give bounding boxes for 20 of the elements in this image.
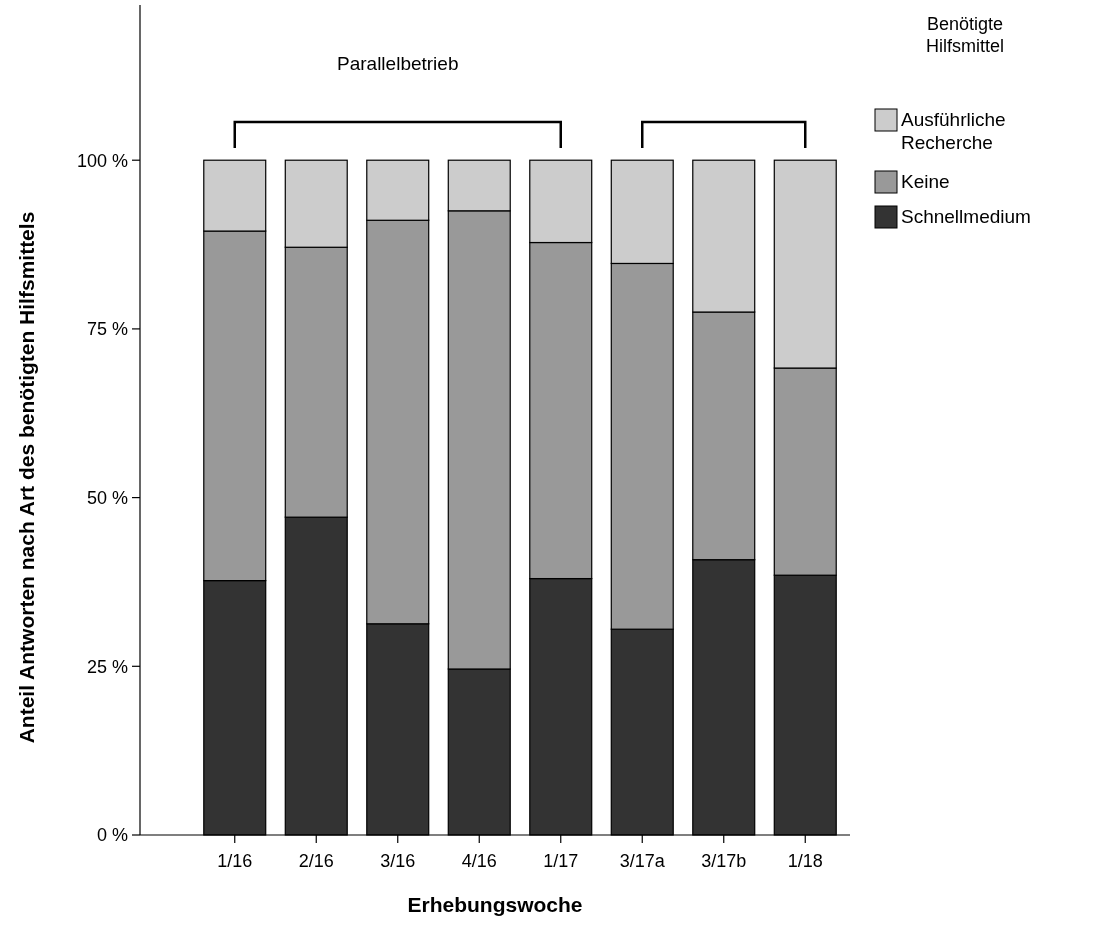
- x-tick-label: 3/16: [380, 851, 416, 871]
- legend-label: Schnellmedium: [901, 206, 1031, 227]
- y-tick-label: 25 %: [86, 656, 128, 677]
- y-axis-title: Anteil Antworten nach Art des benötigten Hilfsmittels: [15, 211, 38, 744]
- annotation: Parallelbetrieb: [337, 53, 459, 74]
- y-tick-label: 0 %: [96, 825, 128, 846]
- legend-label: Keine: [901, 171, 950, 192]
- x-tick-label: 4/16: [461, 851, 497, 871]
- x-tick-label: 1/17: [543, 851, 579, 871]
- x-tick-label: 3/17b: [701, 851, 747, 871]
- legend-title: Benötigte Hilfsmittel: [925, 14, 1005, 56]
- y-tick-label: 75 %: [86, 319, 128, 340]
- legend-label: Ausführliche Recherche: [901, 109, 1006, 153]
- x-tick-label: 3/17a: [619, 851, 666, 871]
- y-tick-label: 50 %: [86, 487, 128, 508]
- x-tick-label: 1/16: [217, 851, 253, 871]
- x-tick-label: 1/18: [787, 851, 823, 871]
- x-tick-label: 2/16: [298, 851, 334, 871]
- y-tick-label: 100 %: [76, 150, 128, 171]
- x-axis-title: Erhebungswoche: [407, 893, 583, 916]
